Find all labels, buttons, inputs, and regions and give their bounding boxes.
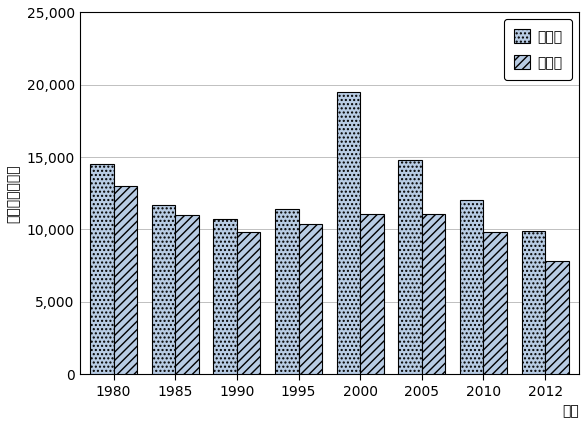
Bar (175, 215, 199, 374)
Bar (460, 201, 483, 374)
Bar (237, 232, 260, 374)
Bar (298, 224, 322, 374)
Bar (483, 232, 507, 374)
Bar (522, 231, 545, 374)
X-axis label: 年度: 年度 (563, 404, 579, 418)
Bar (545, 261, 568, 374)
Bar (337, 92, 360, 374)
Bar (275, 209, 298, 374)
Bar (422, 213, 445, 374)
Y-axis label: 研究する企業数: 研究する企業数 (7, 164, 21, 223)
Bar (114, 186, 137, 374)
Bar (398, 160, 422, 374)
Bar (213, 219, 237, 374)
Bar (360, 213, 384, 374)
Bar (90, 164, 114, 374)
Bar (152, 205, 175, 374)
Legend: 全産業, 製造業: 全産業, 製造業 (504, 20, 572, 79)
